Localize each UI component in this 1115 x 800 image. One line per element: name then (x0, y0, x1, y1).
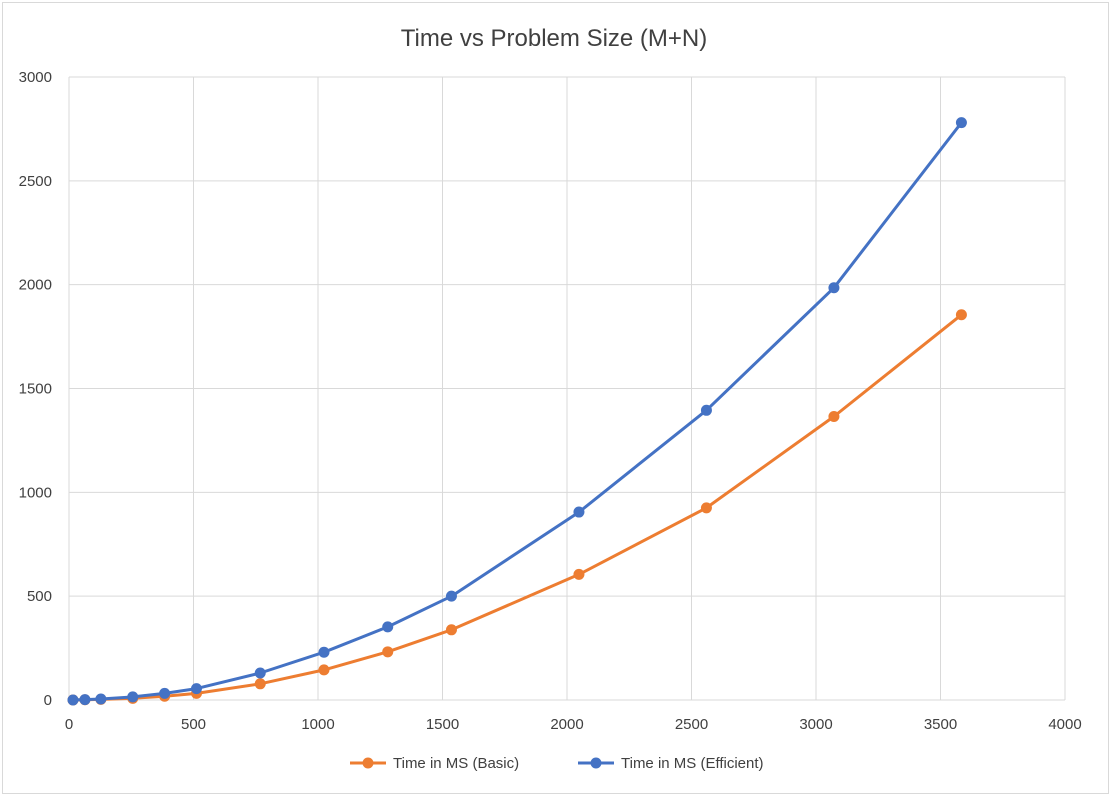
data-point[interactable] (955, 309, 967, 321)
data-point[interactable] (95, 693, 107, 705)
series-layer (67, 117, 967, 706)
x-tick-label: 0 (65, 716, 73, 733)
series-basic (67, 309, 967, 706)
y-tick-label: 1000 (19, 484, 52, 501)
data-point[interactable] (573, 506, 585, 518)
x-tick-label: 3000 (799, 716, 832, 733)
legend-item-basic[interactable]: Time in MS (Basic) (350, 755, 519, 772)
data-point[interactable] (955, 117, 967, 129)
x-tick-label: 4000 (1048, 716, 1081, 733)
x-tick-label: 1500 (426, 716, 459, 733)
legend-label: Time in MS (Efficient) (621, 755, 764, 772)
data-point[interactable] (445, 590, 457, 602)
y-tick-label: 500 (27, 588, 52, 605)
data-point[interactable] (79, 694, 91, 706)
data-point[interactable] (254, 667, 266, 679)
data-point[interactable] (254, 678, 266, 690)
series-line (72, 121, 963, 702)
x-tick-label: 3500 (924, 716, 957, 733)
series-line (72, 313, 963, 702)
axis-tick-labels: 0 500 1000 1500 2000 2500 3000 0 500 1000 1500 2000… (19, 69, 1082, 733)
data-point[interactable] (828, 282, 840, 294)
legend[interactable]: Time in MS (Basic) Time in MS (Efficient) (350, 755, 764, 772)
y-tick-label: 2000 (19, 277, 52, 294)
data-point[interactable] (318, 646, 330, 658)
legend-marker (362, 757, 374, 769)
data-point[interactable] (190, 683, 202, 695)
y-tick-label: 0 (44, 692, 52, 709)
x-tick-label: 2000 (550, 716, 583, 733)
data-point[interactable] (67, 694, 79, 706)
series-efficient (67, 117, 967, 706)
data-point[interactable] (445, 624, 457, 636)
legend-marker (590, 757, 602, 769)
chart-title: Time vs Problem Size (M+N) (401, 25, 708, 52)
x-tick-label: 1000 (301, 716, 334, 733)
y-tick-label: 1500 (19, 381, 52, 398)
x-tick-label: 500 (181, 716, 206, 733)
data-point[interactable] (700, 502, 712, 514)
data-point[interactable] (573, 568, 585, 580)
data-point[interactable] (382, 621, 394, 633)
y-tick-label: 2500 (19, 173, 52, 190)
y-tick-label: 3000 (19, 69, 52, 86)
x-tick-label: 2500 (675, 716, 708, 733)
data-point[interactable] (127, 691, 139, 703)
legend-item-efficient[interactable]: Time in MS (Efficient) (578, 755, 764, 772)
data-point[interactable] (382, 646, 394, 658)
data-point[interactable] (828, 411, 840, 423)
data-point[interactable] (700, 404, 712, 416)
data-point[interactable] (159, 687, 171, 699)
data-point[interactable] (318, 664, 330, 676)
legend-label: Time in MS (Basic) (393, 755, 519, 772)
gridlines (68, 76, 1066, 701)
